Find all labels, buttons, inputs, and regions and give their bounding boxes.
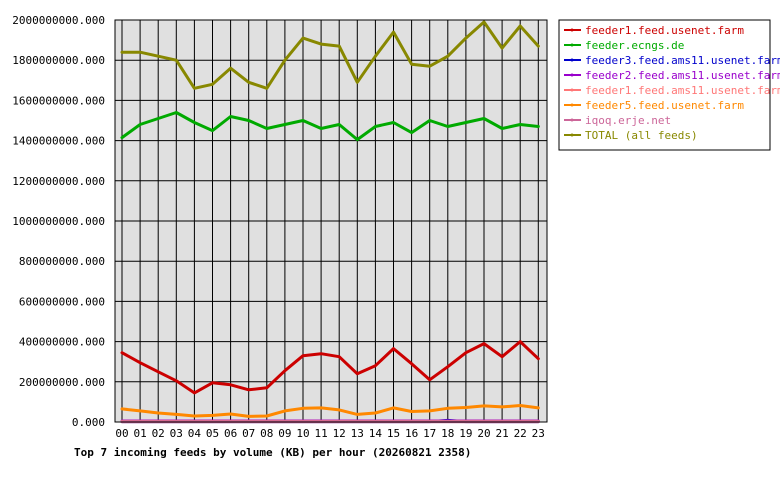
series-line (120, 404, 540, 418)
series-line (120, 111, 540, 142)
legend-marker (570, 28, 574, 32)
legend-label: feeder3.feed.ams11.usenet.farm (585, 54, 780, 67)
x-tick-label: 02 (152, 427, 165, 440)
legend-marker (570, 58, 574, 62)
legend-label: iqoq.erje.net (585, 114, 671, 127)
legend-marker (570, 43, 574, 47)
x-tick-label: 18 (441, 427, 454, 440)
x-tick-label: 00 (115, 427, 128, 440)
y-tick-label: 600000000.000 (19, 295, 105, 308)
legend-label: feeder1.feed.ams11.usenet.farm (585, 84, 780, 97)
y-tick-label: 1400000000.000 (12, 135, 105, 148)
legend-label: feeder2.feed.ams11.usenet.farm (585, 69, 780, 82)
legend-label: TOTAL (all feeds) (585, 129, 698, 142)
y-tick-label: 0.000 (72, 416, 105, 429)
chart-title: Top 7 incoming feeds by volume (KB) per … (74, 446, 471, 459)
x-tick-label: 04 (188, 427, 202, 440)
y-axis-tick-labels: 0.000 200000000.000 400000000.000 600000000… (12, 14, 105, 429)
y-tick-label: 200000000.000 (19, 376, 105, 389)
x-tick-label: 07 (242, 427, 255, 440)
legend-label: feeder5.feed.usenet.farm (585, 99, 744, 112)
y-tick-label: 800000000.000 (19, 255, 105, 268)
x-tick-label: 01 (133, 427, 146, 440)
x-tick-label: 13 (351, 427, 364, 440)
series-line (120, 340, 540, 395)
x-tick-label: 09 (278, 427, 291, 440)
x-tick-label: 21 (495, 427, 508, 440)
y-tick-label: 1800000000.000 (12, 54, 105, 67)
x-tick-label: 23 (532, 427, 545, 440)
x-tick-label: 05 (206, 427, 219, 440)
x-axis-tick-labels: 00 01 02 03 04 05 06 07 08 09 10 11 12 13 14 15 16 17 18 19… (115, 427, 545, 440)
x-tick-label: 11 (314, 427, 327, 440)
x-tick-label: 14 (369, 427, 383, 440)
x-tick-label: 03 (170, 427, 183, 440)
y-tick-label: 1000000000.000 (12, 215, 105, 228)
x-tick-label: 20 (477, 427, 490, 440)
x-tick-label: 10 (296, 427, 309, 440)
x-tick-label: 16 (405, 427, 418, 440)
legend-marker (570, 88, 574, 92)
legend-marker (570, 133, 574, 137)
legend-box (558, 19, 771, 151)
x-tick-label: 08 (260, 427, 273, 440)
x-tick-label: 15 (387, 427, 400, 440)
series-line (120, 20, 540, 90)
legend-marker (570, 103, 574, 107)
plot-border (114, 19, 548, 423)
legend: feeder1.feed.usenet.farm feeder.ecngs.de f… (558, 19, 780, 151)
x-tick-label: 06 (224, 427, 237, 440)
legend-marker (570, 118, 574, 122)
y-tick-label: 1600000000.000 (12, 94, 105, 107)
x-tick-label: 22 (514, 427, 527, 440)
y-tick-label: 400000000.000 (19, 336, 105, 349)
x-tick-label: 19 (459, 427, 472, 440)
y-tick-label: 1200000000.000 (12, 175, 105, 188)
legend-marker (570, 73, 574, 77)
x-tick-label: 17 (423, 427, 436, 440)
legend-label: feeder1.feed.usenet.farm (585, 24, 744, 37)
legend-label: feeder.ecngs.de (585, 39, 684, 52)
y-tick-label: 2000000000.000 (12, 14, 105, 27)
x-tick-label: 12 (333, 427, 346, 440)
